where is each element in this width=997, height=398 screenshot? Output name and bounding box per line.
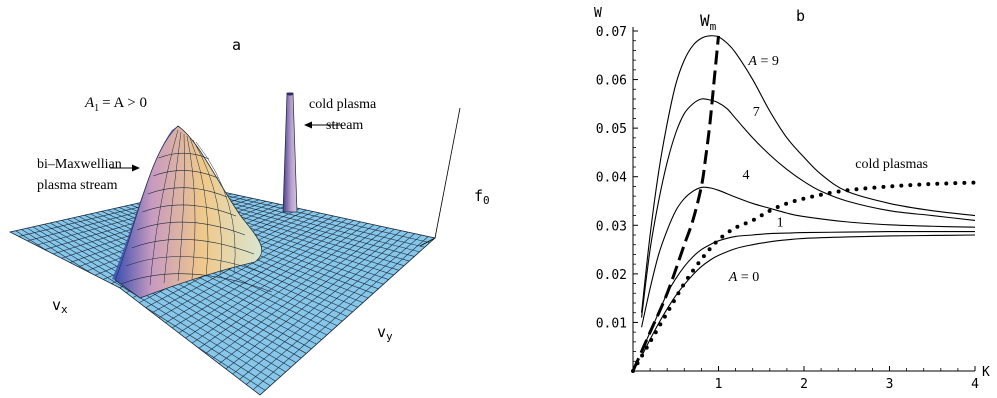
mesh-line xyxy=(237,233,415,381)
y-tick-label: 0.05 xyxy=(596,122,627,137)
y-tick-label: 0.03 xyxy=(596,219,627,234)
peak-mesh-line xyxy=(126,256,264,274)
mesh-line xyxy=(149,215,334,324)
series-label: 4 xyxy=(742,168,749,183)
chart-labels: A = 9 7 4 1 A = 0 cold plasmas xyxy=(728,54,928,285)
bimaxwellian-annotation-line2: plasma stream xyxy=(37,178,118,193)
mesh-line xyxy=(230,231,409,377)
peak-mesh-line xyxy=(192,139,222,276)
cold-plasma-spike xyxy=(282,92,298,213)
condition-sub: 1 xyxy=(94,103,99,114)
peak-mesh-line xyxy=(147,187,228,198)
condition-a1: A xyxy=(84,95,95,111)
mesh-line xyxy=(245,234,422,386)
mesh-line xyxy=(201,225,382,357)
y-tick-label: 0.02 xyxy=(596,268,627,283)
mesh-line xyxy=(178,221,361,343)
panel-b-label: b xyxy=(796,7,805,25)
mesh-line xyxy=(171,220,354,338)
chart-axes: 1 2 3 4 0.01 0.02 0.03 0.04 0.05 0.06 0.07 xyxy=(596,25,979,392)
series-line xyxy=(641,231,975,352)
cold-plasma-arrowhead xyxy=(304,121,312,129)
mesh-line xyxy=(193,190,425,248)
series-label: cold plasmas xyxy=(855,157,928,172)
peak-mesh xyxy=(120,129,273,293)
peak-blue-edge xyxy=(112,126,178,280)
y-tick-label: 0.04 xyxy=(596,171,627,186)
peak-mesh-line xyxy=(120,273,273,293)
peak-mesh-line xyxy=(131,239,255,255)
axis-f0-label: f0 xyxy=(474,187,490,207)
axis-vx-label: vx xyxy=(52,296,68,316)
series-label: A = 9 xyxy=(747,54,778,69)
x-axis-label: K xyxy=(982,365,990,380)
condition-label: A1 = A > 0 xyxy=(84,95,147,114)
cold-plasma-spike-top xyxy=(286,92,294,96)
y-tick-label: 0.01 xyxy=(596,316,627,331)
y-tick-label: 0.07 xyxy=(596,25,627,40)
peak-mesh-line xyxy=(136,221,246,236)
x-tick-label: 1 xyxy=(715,377,723,392)
x-tick-label: 4 xyxy=(971,377,979,392)
cold-plasma-annotation-line2: stream xyxy=(326,118,363,133)
bimaxwellian-arrowhead xyxy=(132,164,140,172)
mesh-line xyxy=(223,230,402,372)
y-axis-label: W xyxy=(594,6,602,21)
series-cold-plasmas xyxy=(631,180,977,373)
peak-mesh-line xyxy=(163,131,182,284)
peak-mesh-line xyxy=(189,137,209,278)
x-tick-label: 2 xyxy=(800,377,808,392)
bimaxwellian-annotation-line1: bi–Maxwellian xyxy=(37,157,122,172)
peak-mesh-line xyxy=(186,135,196,280)
cold-plasma-annotation-line1: cold plasma xyxy=(309,97,377,112)
series-line xyxy=(641,186,976,328)
series-label: 1 xyxy=(777,215,784,230)
peak-mesh-line xyxy=(142,204,237,217)
panel-a-surface: a A1 = A > 0 bi–Maxwellian plasma stream … xyxy=(8,36,490,396)
x-tick-label: 3 xyxy=(886,377,894,392)
mesh-line xyxy=(193,224,375,353)
mesh-line xyxy=(156,217,341,329)
panel-a-label: a xyxy=(232,36,241,54)
wm-label: Wm xyxy=(700,11,717,33)
mesh-line xyxy=(164,218,348,333)
mesh-line xyxy=(252,236,429,391)
peak-mesh-line xyxy=(149,129,179,286)
condition-eq: = A > 0 xyxy=(102,95,147,111)
f0-axis-line xyxy=(434,107,461,239)
mesh-line xyxy=(215,228,395,367)
mesh-line xyxy=(208,227,388,362)
series-line xyxy=(641,234,976,357)
series-label: A = 0 xyxy=(728,270,759,285)
series-line xyxy=(641,35,976,313)
series-line xyxy=(641,98,976,318)
mesh-line xyxy=(186,223,368,348)
chart-series xyxy=(631,35,977,373)
series-label: 7 xyxy=(753,105,760,120)
axis-vy-label: vy xyxy=(377,323,393,343)
mesh-line xyxy=(199,189,430,243)
f0-axis-base xyxy=(419,237,436,247)
peak-mesh-line xyxy=(195,141,236,274)
peak-mesh-line xyxy=(153,170,219,179)
y-tick-label: 0.06 xyxy=(596,74,627,89)
series-wm xyxy=(631,35,720,372)
peak-mesh-line xyxy=(177,133,185,282)
